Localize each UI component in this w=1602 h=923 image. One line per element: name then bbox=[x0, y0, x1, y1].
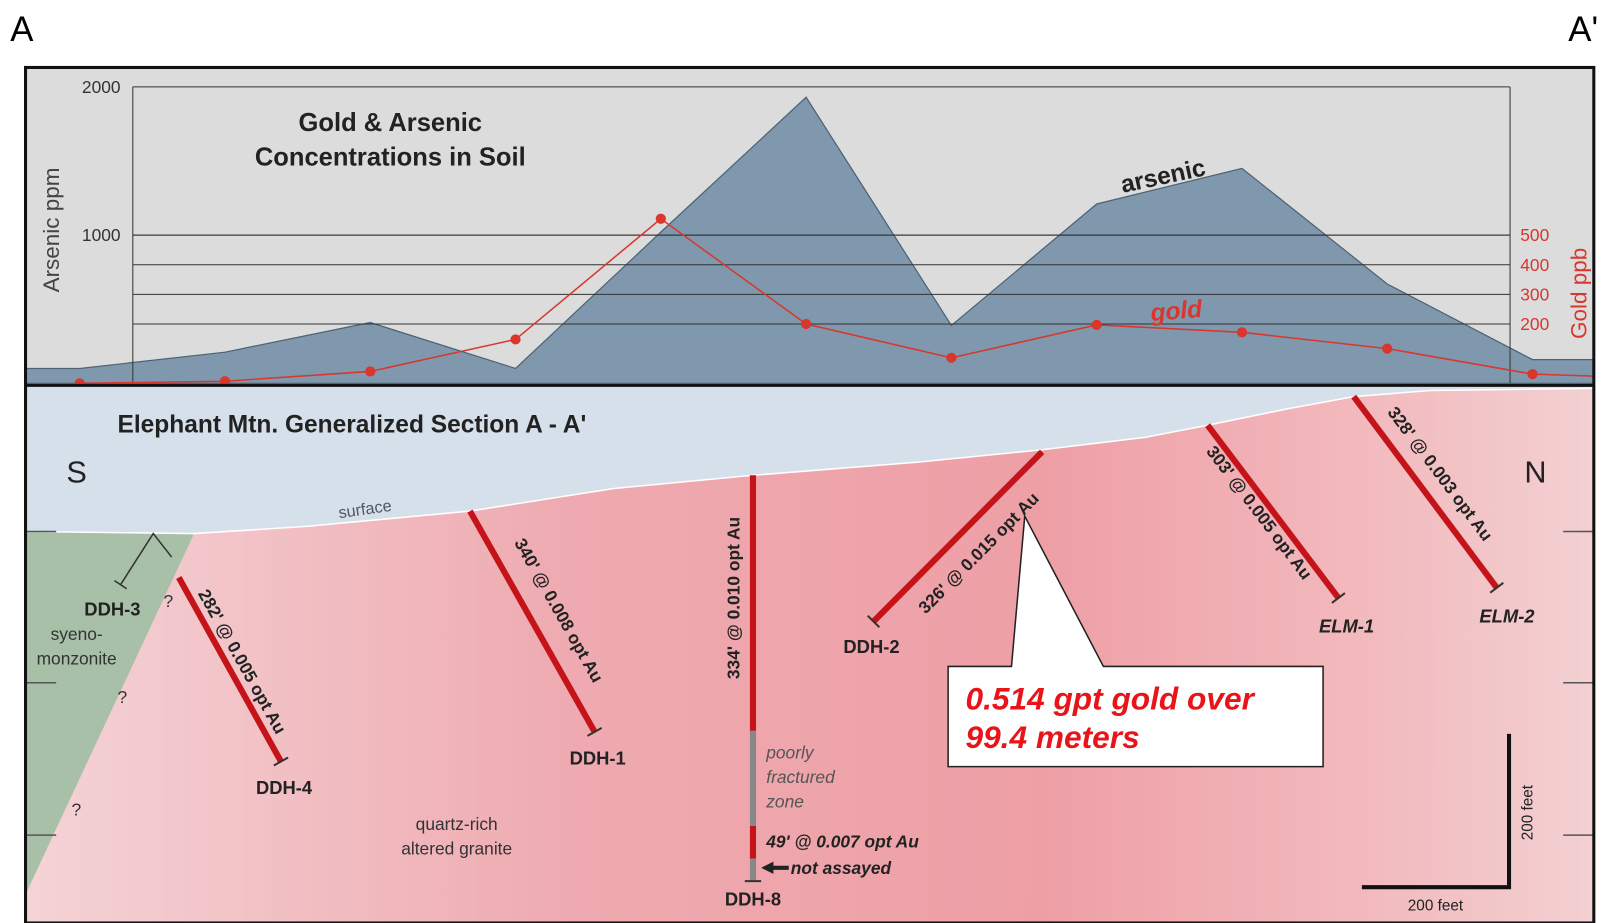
chart-title: Concentrations in Soil bbox=[255, 144, 526, 172]
rock-label: altered granite bbox=[401, 839, 512, 859]
zone-label: poorly bbox=[765, 742, 815, 762]
not-assayed: not assayed bbox=[791, 858, 892, 878]
callout-text: 0.514 gpt gold over bbox=[965, 680, 1255, 716]
rock-label: quartz-rich bbox=[416, 814, 498, 834]
gold-point bbox=[946, 353, 956, 363]
rock-label: syeno- bbox=[51, 624, 103, 644]
y-tick-label: 2000 bbox=[82, 77, 121, 97]
rock-label: monzonite bbox=[37, 648, 117, 668]
chart-title: Gold & Arsenic bbox=[299, 109, 482, 137]
page: A A' 20030040050010002000arsenicgoldGold… bbox=[0, 0, 1602, 923]
intercept-label: 49' @ 0.007 opt Au bbox=[765, 831, 919, 851]
hole-name: DDH-3 bbox=[84, 598, 140, 619]
gold-point bbox=[365, 366, 375, 376]
y-axis-label: Arsenic ppm bbox=[39, 168, 64, 293]
gold-point bbox=[1237, 327, 1247, 337]
compass: N bbox=[1524, 455, 1546, 489]
callout-text: 99.4 meters bbox=[965, 719, 1139, 755]
question-mark: ? bbox=[163, 591, 173, 611]
y2-tick-label: 300 bbox=[1520, 285, 1549, 305]
hole-name: DDH-1 bbox=[570, 748, 626, 769]
corner-label: A bbox=[10, 11, 34, 49]
hole-name: ELM-2 bbox=[1479, 605, 1535, 626]
hole-name: DDH-2 bbox=[843, 636, 899, 657]
y-tick-label: 1000 bbox=[82, 225, 121, 245]
y2-axis-label: Gold ppb bbox=[1567, 248, 1592, 339]
hole-name: ELM-1 bbox=[1319, 616, 1374, 637]
section-title: Elephant Mtn. Generalized Section A - A' bbox=[117, 411, 586, 438]
scale-label: 200 feet bbox=[1408, 898, 1464, 915]
y2-tick-label: 400 bbox=[1520, 255, 1549, 275]
series-label: gold bbox=[1148, 296, 1204, 328]
y2-tick-label: 200 bbox=[1520, 314, 1549, 334]
gold-point bbox=[656, 214, 666, 224]
scale-label: 200 feet bbox=[1520, 784, 1537, 840]
gold-point bbox=[1527, 369, 1537, 379]
intercept-label: 334' @ 0.010 opt Au bbox=[724, 517, 744, 679]
corner-label: A' bbox=[1568, 11, 1598, 49]
hole-name: DDH-8 bbox=[725, 889, 781, 910]
gold-point bbox=[1092, 320, 1102, 330]
figure: A A' 20030040050010002000arsenicgoldGold… bbox=[0, 0, 1602, 923]
question-mark: ? bbox=[72, 800, 82, 820]
compass: S bbox=[66, 455, 86, 489]
zone-label: zone bbox=[765, 791, 804, 811]
gold-point bbox=[1382, 344, 1392, 354]
gold-point bbox=[801, 319, 811, 329]
y2-tick-label: 500 bbox=[1520, 225, 1549, 245]
gold-point bbox=[510, 334, 520, 344]
question-mark: ? bbox=[117, 687, 127, 707]
zone-label: fractured bbox=[766, 767, 836, 787]
hole-name: DDH-4 bbox=[256, 777, 313, 798]
